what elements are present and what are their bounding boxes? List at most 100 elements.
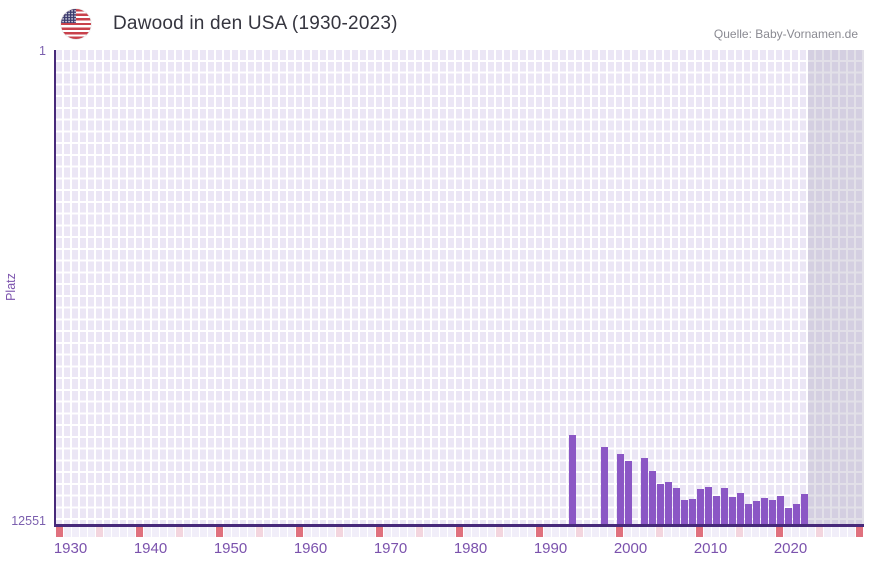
- us-flag-canton: [61, 9, 76, 23]
- half-decade-marker-1945: [176, 527, 183, 537]
- decade-marker-2020: [776, 527, 783, 537]
- year-marker-2026: [824, 527, 831, 537]
- year-marker-1991: [544, 527, 551, 537]
- y-axis-top-tick: 1: [39, 44, 46, 58]
- year-marker-1959: [288, 527, 295, 537]
- us-flag-icon: [61, 9, 91, 39]
- year-marker-2009: [688, 527, 695, 537]
- half-decade-marker-1975: [416, 527, 423, 537]
- rank-bar-2009[interactable]: [688, 499, 696, 524]
- rank-bar-2022[interactable]: [792, 503, 800, 524]
- year-marker-2003: [640, 527, 647, 537]
- rank-bar-2011[interactable]: [704, 487, 712, 524]
- decade-marker-1970: [376, 527, 383, 537]
- rank-bar-2015[interactable]: [736, 492, 744, 524]
- year-marker-1954: [248, 527, 255, 537]
- y-axis-title: Platz: [4, 273, 18, 301]
- year-marker-1978: [440, 527, 447, 537]
- rank-bar-2000[interactable]: [616, 453, 624, 524]
- rank-bar-2012[interactable]: [712, 496, 720, 524]
- half-decade-marker-1965: [336, 527, 343, 537]
- rank-bar-2003[interactable]: [640, 458, 648, 524]
- year-marker-2019: [768, 527, 775, 537]
- rank-bar-2018[interactable]: [760, 498, 768, 524]
- year-marker-2027: [832, 527, 839, 537]
- year-marker-2029: [848, 527, 855, 537]
- rank-bar-2016[interactable]: [744, 503, 752, 524]
- rank-bar-2020[interactable]: [776, 496, 784, 524]
- x-tick-2010: 2010: [693, 540, 728, 557]
- year-marker-2024: [808, 527, 815, 537]
- half-decade-marker-1995: [576, 527, 583, 537]
- year-marker-1966: [344, 527, 351, 537]
- year-marker-2008: [680, 527, 687, 537]
- year-marker-1967: [352, 527, 359, 537]
- year-marker-1979: [448, 527, 455, 537]
- year-marker-1988: [520, 527, 527, 537]
- x-tick-1990: 1990: [533, 540, 568, 557]
- rank-bar-2005[interactable]: [656, 483, 664, 524]
- rank-bar-2019[interactable]: [768, 499, 776, 524]
- decade-marker-1930: [56, 527, 63, 537]
- year-marker-1974: [408, 527, 415, 537]
- year-marker-1984: [488, 527, 495, 537]
- year-marker-2014: [728, 527, 735, 537]
- year-marker-1993: [560, 527, 567, 537]
- year-marker-1969: [368, 527, 375, 537]
- year-marker-2012: [712, 527, 719, 537]
- rank-bar-1994[interactable]: [568, 434, 576, 524]
- source-credit: Quelle: Baby-Vornamen.de: [713, 27, 858, 41]
- future-years-overlay: [808, 50, 864, 524]
- year-marker-1994: [568, 527, 575, 537]
- rank-bar-2021[interactable]: [784, 508, 792, 524]
- rank-bar-2023[interactable]: [800, 494, 808, 524]
- y-axis-bottom-tick: 12551: [11, 514, 46, 528]
- year-marker-2004: [648, 527, 655, 537]
- half-decade-marker-1935: [96, 527, 103, 537]
- half-decade-marker-2025: [816, 527, 823, 537]
- year-marker-2013: [720, 527, 727, 537]
- x-tick-1950: 1950: [213, 540, 248, 557]
- year-marker-1939: [128, 527, 135, 537]
- x-axis-line: [54, 524, 864, 527]
- rank-bar-2008[interactable]: [680, 499, 688, 524]
- year-marker-1958: [280, 527, 287, 537]
- rank-bar-2017[interactable]: [752, 501, 760, 524]
- year-marker-1941: [144, 527, 151, 537]
- rank-bar-2014[interactable]: [728, 497, 736, 524]
- year-marker-1973: [400, 527, 407, 537]
- year-marker-1936: [104, 527, 111, 537]
- chart-title: Dawood in den USA (1930-2023): [113, 13, 398, 34]
- year-marker-1943: [160, 527, 167, 537]
- year-marker-1983: [480, 527, 487, 537]
- rank-bar-2013[interactable]: [720, 488, 728, 524]
- half-decade-marker-2005: [656, 527, 663, 537]
- year-marker-1932: [72, 527, 79, 537]
- rank-bar-2006[interactable]: [664, 481, 672, 524]
- rank-bar-1998[interactable]: [600, 446, 608, 524]
- year-marker-1972: [392, 527, 399, 537]
- x-tick-1980: 1980: [453, 540, 488, 557]
- year-marker-1951: [224, 527, 231, 537]
- year-marker-2018: [760, 527, 767, 537]
- y-axis-line: [54, 50, 56, 527]
- year-marker-1957: [272, 527, 279, 537]
- year-marker-1962: [312, 527, 319, 537]
- half-decade-marker-1985: [496, 527, 503, 537]
- year-marker-1987: [512, 527, 519, 537]
- year-marker-1937: [112, 527, 119, 537]
- year-marker-1986: [504, 527, 511, 537]
- rank-bar-2010[interactable]: [696, 489, 704, 524]
- year-marker-2006: [664, 527, 671, 537]
- year-marker-2023: [800, 527, 807, 537]
- rank-bar-2007[interactable]: [672, 488, 680, 524]
- decade-marker-2000: [616, 527, 623, 537]
- year-marker-2011: [704, 527, 711, 537]
- rank-bar-2004[interactable]: [648, 470, 656, 524]
- year-marker-1964: [328, 527, 335, 537]
- year-marker-1963: [320, 527, 327, 537]
- year-marker-1982: [472, 527, 479, 537]
- year-marker-1997: [592, 527, 599, 537]
- rank-bar-2001[interactable]: [624, 460, 632, 524]
